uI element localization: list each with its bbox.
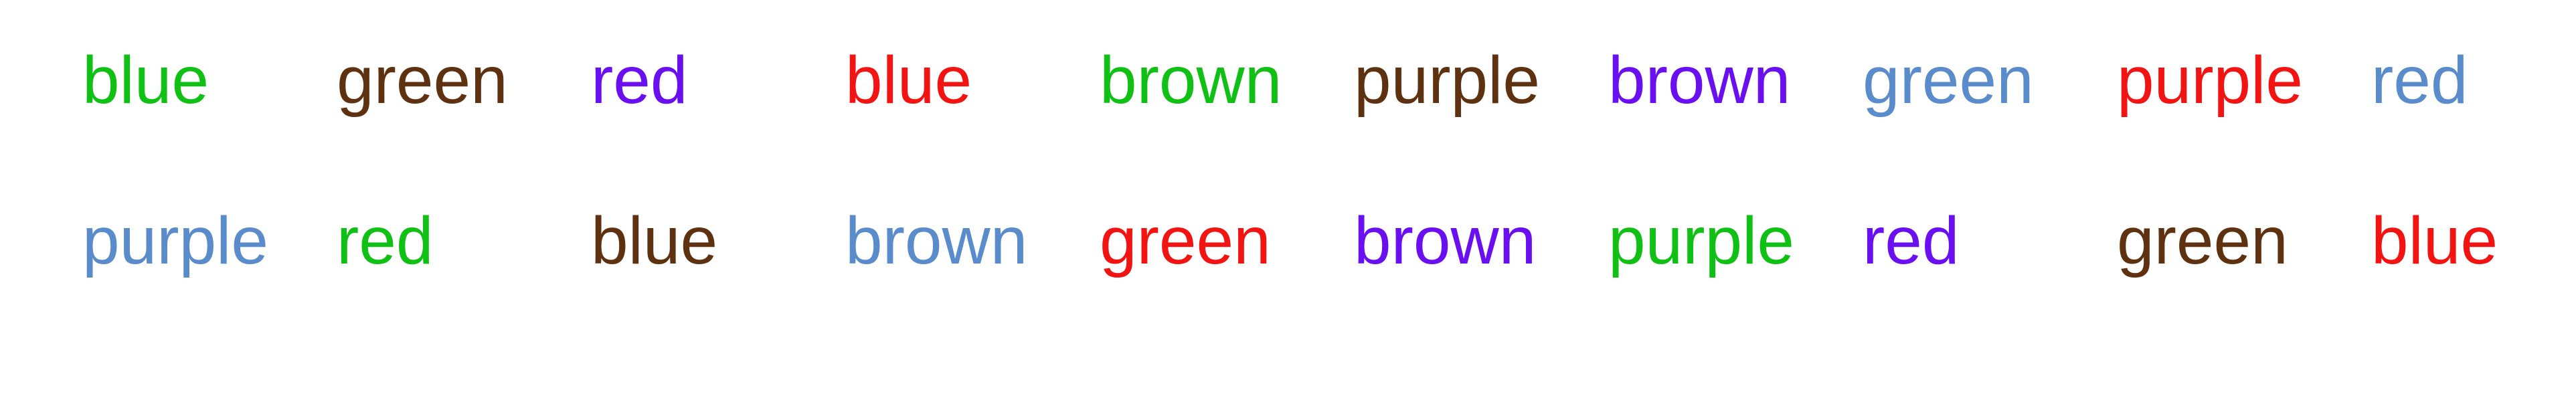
word-r2-c9: green <box>2117 203 2288 278</box>
word-r1-c2: green <box>337 43 508 118</box>
word-r1-c8: green <box>1863 43 2034 118</box>
word-r2-c4: brown <box>845 203 1028 278</box>
word-row-1: blue green red blue brown purple brown g… <box>0 27 2576 134</box>
word-r2-c8: red <box>1863 203 1960 278</box>
word-row-2: purple red blue brown green brown purple… <box>0 187 2576 294</box>
word-r2-c6: brown <box>1354 203 1537 278</box>
word-r1-c10: red <box>2371 43 2468 118</box>
word-r1-c1: blue <box>82 43 209 118</box>
word-r1-c4: blue <box>845 43 972 118</box>
word-r2-c7: purple <box>1608 203 1794 278</box>
word-r2-c5: green <box>1100 203 1271 278</box>
word-r2-c2: red <box>337 203 434 278</box>
word-r1-c5: brown <box>1100 43 1282 118</box>
word-r1-c7: brown <box>1608 43 1791 118</box>
word-r2-c1: purple <box>82 203 268 278</box>
word-r1-c9: purple <box>2117 43 2303 118</box>
word-r2-c10: blue <box>2371 203 2498 278</box>
word-r2-c3: blue <box>591 203 718 278</box>
word-r1-c6: purple <box>1354 43 1540 118</box>
word-r1-c3: red <box>591 43 688 118</box>
